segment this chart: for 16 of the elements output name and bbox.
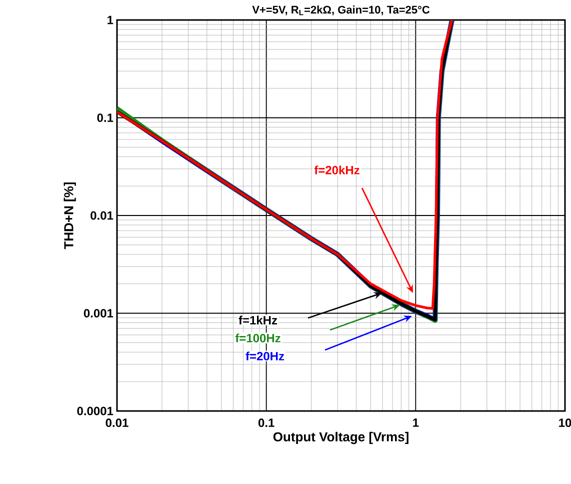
text: f=20kHz [314,166,360,174]
y-tick-label: 0.01 [90,211,114,220]
y-tick-label: 1 [108,16,114,24]
y-tick-label: 0.0001 [77,406,114,416]
chart-title: V+=5V, R$_{L}$=2kΩ, Gain=10, Ta=25°C [252,6,430,16]
x-axis-title: Output Voltage [Vrms] [273,432,408,444]
x-tick-label: 1 [413,418,419,427]
y-tick-label: 0.001 [84,309,114,318]
text: f=100Hz [235,334,280,342]
y-tick-label: 0.1 [97,114,114,122]
text: f=20Hz [246,352,284,360]
text: f=1kHz [238,316,278,324]
x-tick-label: 0.01 [106,418,128,428]
x-tick-label: 0.1 [258,418,274,428]
y-axis-title: THD+N [%] [64,182,76,250]
x-tick-label: 10 [559,418,571,428]
